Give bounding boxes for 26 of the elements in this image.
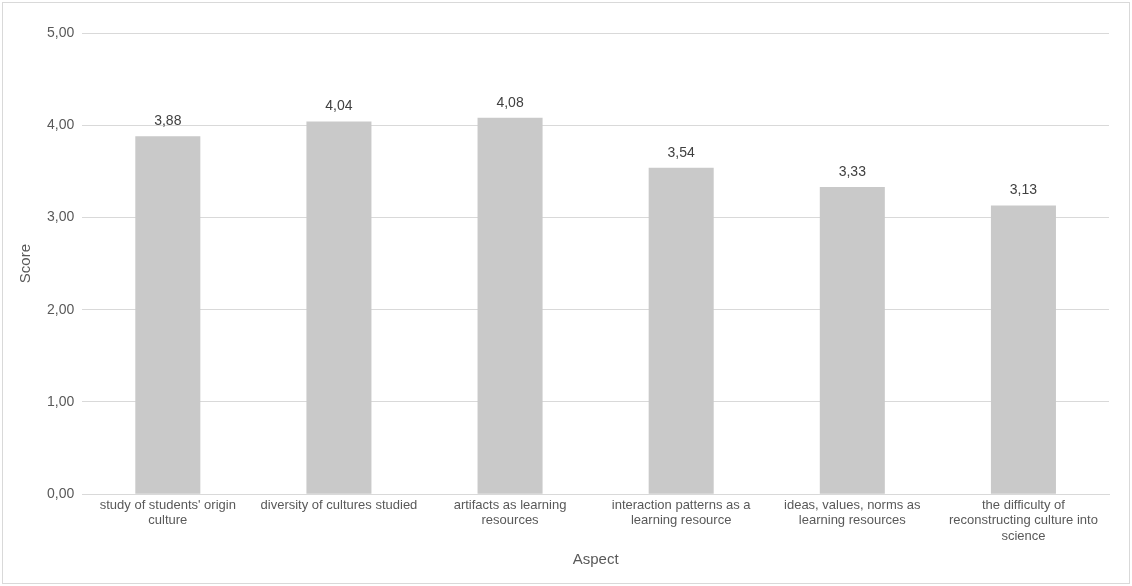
y-tick-label: 4,00 — [47, 116, 75, 133]
data-label: 3,54 — [667, 143, 696, 160]
x-tick-label: interaction patterns as a learning resource — [611, 496, 752, 528]
data-label: 3,33 — [838, 162, 867, 179]
x-tick-label: ideas, values, norms as learning resources — [784, 496, 922, 528]
data-label: 3,88 — [154, 112, 182, 129]
data-label: 4,08 — [496, 93, 524, 110]
x-tick-label: the difficulty of reconstructing culture into science — [949, 496, 1098, 543]
x-tick-label: study of students' origin culture — [99, 496, 236, 528]
data-label: 4,04 — [325, 97, 353, 114]
y-tick-label: 1,00 — [47, 392, 75, 409]
data-label: 3,13 — [1009, 181, 1038, 198]
bar — [990, 205, 1056, 494]
y-tick-label: 0,00 — [47, 485, 75, 502]
y-tick-label: 3,00 — [47, 208, 75, 225]
x-tick-label: diversity of cultures studied — [260, 496, 418, 512]
bar — [135, 136, 201, 494]
y-tick-label: 5,00 — [47, 23, 75, 40]
x-tick-label: artifacts as learning resources — [453, 496, 567, 528]
y-tick-label: 2,00 — [47, 300, 75, 317]
bar — [648, 167, 714, 494]
y-axis-title: Score — [16, 244, 34, 284]
bar — [477, 117, 543, 494]
bar — [819, 187, 885, 494]
bar — [306, 121, 372, 494]
x-axis-title: Aspect — [572, 550, 620, 568]
